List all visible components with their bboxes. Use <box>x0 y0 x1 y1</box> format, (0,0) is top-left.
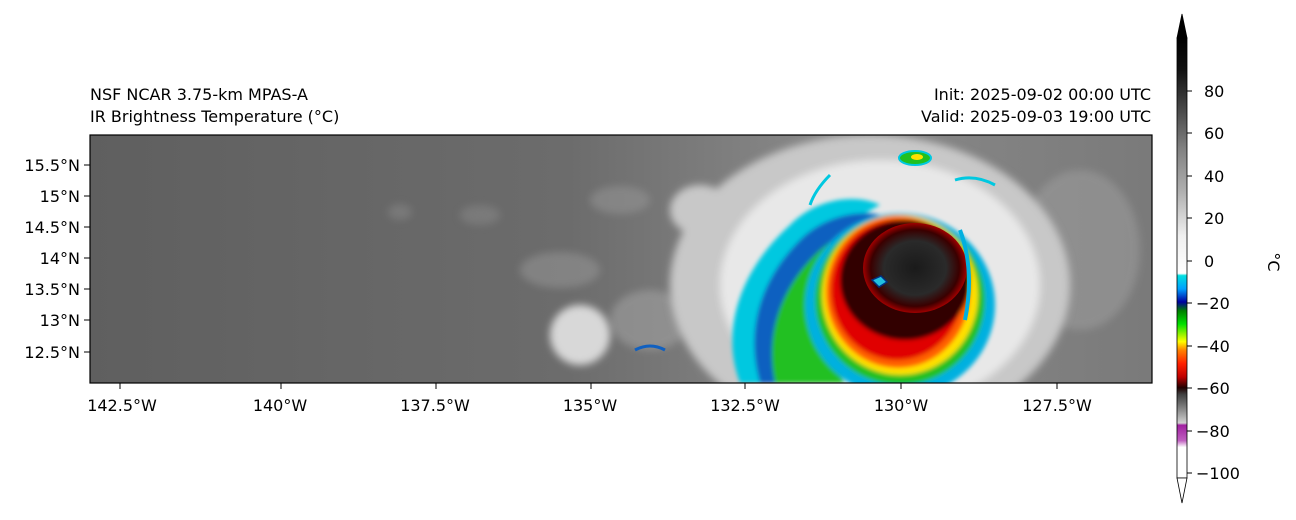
lat-tick-label: 12.5°N <box>24 343 80 362</box>
lat-axis: 15.5°N 15°N 14.5°N 14°N 13.5°N 13°N 12.5… <box>24 156 90 362</box>
lon-tick-label: 130°W <box>874 396 929 415</box>
colorbar-tick-label: 0 <box>1204 252 1214 271</box>
lat-tick-label: 15.5°N <box>24 156 80 175</box>
convective-cell <box>634 344 666 352</box>
field-title: IR Brightness Temperature (°C) <box>90 107 340 126</box>
colorbar-tick-label: 20 <box>1204 209 1224 228</box>
colorbar: 80 60 40 20 0 −20 −40 −60 −80 −100 °C <box>1176 13 1283 504</box>
colorbar-unit-label: °C <box>1264 252 1283 271</box>
lon-tick-label: 132.5°W <box>710 396 780 415</box>
colorbar-tick-label: 60 <box>1204 124 1224 143</box>
lat-tick-label: 15°N <box>40 187 80 206</box>
lon-tick-label: 127.5°W <box>1022 396 1092 415</box>
convective-cell <box>958 229 971 321</box>
map-frame <box>89 134 1153 384</box>
lat-tick-label: 14°N <box>40 249 80 268</box>
colorbar-tick-label: −80 <box>1196 422 1230 441</box>
lon-tick-label: 140°W <box>253 396 308 415</box>
lat-tick-label: 13°N <box>40 311 80 330</box>
colorbar-top-extension <box>1176 13 1188 39</box>
colorbar-tick-label: −20 <box>1196 294 1230 313</box>
colorbar-tick-label: −100 <box>1196 464 1240 483</box>
title-left: NSF NCAR 3.75-km MPAS-A IR Brightness Te… <box>90 84 339 128</box>
lon-tick-label: 142.5°W <box>87 396 157 415</box>
colorbar-tick-label: −40 <box>1196 337 1230 356</box>
lat-tick-label: 13.5°N <box>24 280 80 299</box>
colorbar-tick-label: −60 <box>1196 379 1230 398</box>
storm-eye <box>870 275 889 288</box>
valid-time: Valid: 2025-09-03 19:00 UTC <box>920 107 1151 126</box>
colorbar-bottom-extension <box>1176 477 1188 504</box>
colorbar-tick-label: 80 <box>1204 82 1224 101</box>
colorbar-body <box>1176 37 1188 479</box>
init-time: Init: 2025-09-02 00:00 UTC <box>933 85 1151 104</box>
model-title: NSF NCAR 3.75-km MPAS-A <box>90 85 308 104</box>
map-panel <box>90 135 1152 383</box>
lon-tick-label: 137.5°W <box>400 396 470 415</box>
lat-tick-label: 14.5°N <box>24 218 80 237</box>
storm-core <box>863 223 967 313</box>
convective-cell <box>911 154 923 160</box>
convective-cell <box>808 173 832 206</box>
colorbar-tick-label: 40 <box>1204 167 1224 186</box>
convective-cell <box>954 176 996 187</box>
lon-tick-label: 135°W <box>563 396 618 415</box>
title-right: Init: 2025-09-02 00:00 UTC Valid: 2025-0… <box>921 84 1151 128</box>
lon-axis: 142.5°W 140°W 137.5°W 135°W 132.5°W 130°… <box>87 383 1092 415</box>
